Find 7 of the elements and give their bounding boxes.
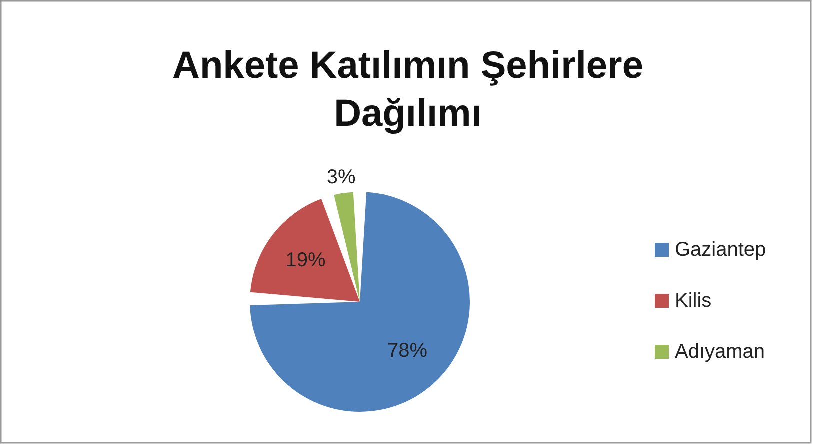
legend-label: Adıyaman <box>675 341 766 363</box>
data-label: 78% <box>388 340 428 362</box>
legend-label: Gaziantep <box>675 239 766 261</box>
data-label: 19% <box>286 250 326 272</box>
data-label: 3% <box>326 166 356 188</box>
chart-title: Ankete Katılımın Şehirlere Dağılımı <box>172 45 644 135</box>
legend-label: Kilis <box>675 290 712 312</box>
